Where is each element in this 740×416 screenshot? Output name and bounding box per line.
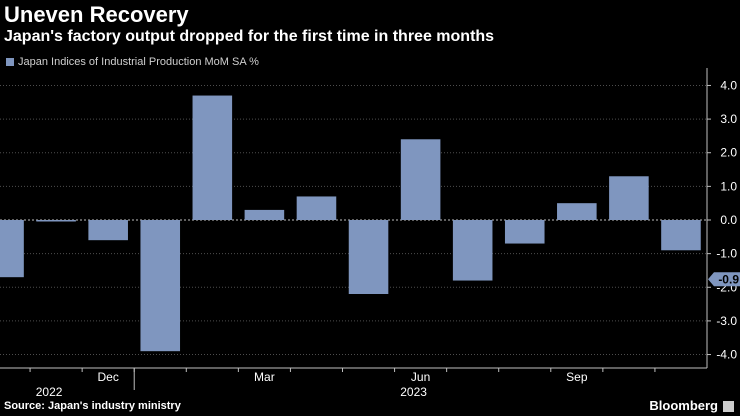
legend-swatch xyxy=(6,58,14,66)
bar xyxy=(400,139,441,220)
x-tick-label: Sep xyxy=(566,370,588,384)
last-value-callout xyxy=(708,272,740,287)
bar xyxy=(504,220,545,244)
bar xyxy=(140,220,181,352)
bar xyxy=(296,196,337,220)
y-tick-label: -4.0 xyxy=(716,348,737,362)
y-tick-label: 4.0 xyxy=(720,78,737,92)
bar xyxy=(609,176,649,220)
brand-logo-text: Bloomberg xyxy=(649,398,718,413)
chart-subtitle: Japan's factory output dropped for the f… xyxy=(4,28,495,45)
y-tick-label: 1.0 xyxy=(720,179,737,193)
bar xyxy=(244,209,285,220)
y-tick-label: -3.0 xyxy=(716,314,737,328)
chart-legend: Japan Indices of Industrial Production M… xyxy=(6,56,259,68)
bar xyxy=(452,220,493,281)
source-note: Source: Japan's industry ministry xyxy=(4,400,181,412)
x-year-label: 2023 xyxy=(400,385,427,399)
last-value-label: -0.9 xyxy=(718,272,739,286)
bar xyxy=(192,95,233,220)
y-tick-label: -1.0 xyxy=(716,247,737,261)
y-tick-label: 3.0 xyxy=(720,112,737,126)
y-tick-label: 2.0 xyxy=(720,146,737,160)
bar xyxy=(348,220,389,294)
bar xyxy=(557,203,597,220)
bar xyxy=(88,220,128,241)
x-year-label: 2022 xyxy=(36,385,63,399)
x-tick-label: Dec xyxy=(98,370,119,384)
x-tick-label: Mar xyxy=(254,370,275,384)
bar xyxy=(661,220,701,251)
bar xyxy=(36,220,76,222)
brand-mark-icon xyxy=(723,401,734,412)
y-tick-label: 0.0 xyxy=(720,213,737,227)
x-tick-label: Jun xyxy=(411,370,430,384)
chart-title: Uneven Recovery xyxy=(4,2,189,27)
legend-label: Japan Indices of Industrial Production M… xyxy=(18,56,259,68)
bar xyxy=(0,220,24,278)
